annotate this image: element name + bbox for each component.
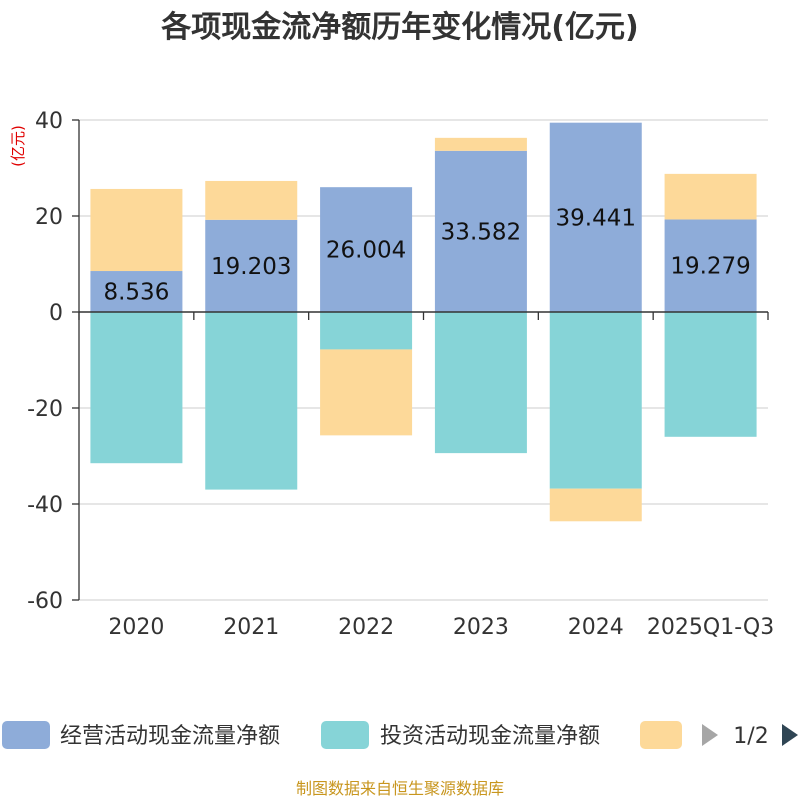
legend-swatch-operating[interactable]	[2, 721, 50, 749]
y-tick-label: -20	[27, 397, 63, 422]
legend-swatch-financing[interactable]	[640, 721, 682, 749]
y-tick-label: -60	[27, 589, 63, 614]
bar-series3-2024[interactable]	[549, 488, 642, 522]
bar-series1-2020[interactable]	[90, 271, 183, 312]
legend-next-page-icon[interactable]	[782, 724, 798, 746]
bar-series3-2021[interactable]	[205, 180, 298, 220]
axes	[72, 119, 769, 601]
data-label-2021: 19.203	[211, 254, 291, 280]
data-label-2023: 33.582	[441, 219, 521, 245]
bar-series2-2020[interactable]	[90, 312, 183, 464]
legend-label-investing[interactable]: 投资活动现金流量净额	[380, 724, 600, 749]
y-tick-label: 20	[35, 205, 63, 230]
data-label-2022: 26.004	[326, 238, 406, 264]
bar-series1-2022[interactable]	[320, 187, 413, 312]
legend-prev-page-icon[interactable]	[702, 724, 718, 746]
bar-series2-2025Q1-Q3[interactable]	[664, 312, 757, 437]
bar-series3-2020[interactable]	[90, 188, 183, 272]
data-labels: 8.536 19.203 26.004 33.582 39.441 19.279	[103, 205, 750, 305]
y-tick-label: 40	[35, 109, 63, 134]
chart-title: 各项现金流净额历年变化情况(亿元)	[160, 10, 638, 45]
bar-series1-2021[interactable]	[205, 219, 298, 312]
x-tick-label: 2021	[223, 615, 279, 640]
legend-page-indicator: 1/2	[733, 724, 768, 749]
legend-label-operating[interactable]: 经营活动现金流量净额	[60, 724, 280, 749]
bar-series1-2025Q1-Q3[interactable]	[664, 219, 757, 312]
source-note: 制图数据来自恒生聚源数据库	[296, 779, 504, 798]
x-tick-label: 2020	[108, 615, 164, 640]
data-label-2020: 8.536	[103, 280, 169, 306]
bar-series2-2023[interactable]	[434, 312, 527, 454]
y-axis-unit: (亿元)	[9, 125, 27, 167]
x-tick-label: 2023	[453, 615, 509, 640]
y-tick-label: -40	[27, 493, 63, 518]
legend-swatch-investing[interactable]	[321, 721, 369, 749]
y-tick-labels: -60 -40 -20 0 20 40	[27, 109, 63, 614]
bar-series1-2024[interactable]	[549, 122, 642, 312]
bar-series1-2023[interactable]	[434, 150, 527, 312]
bar-series2-2024[interactable]	[549, 312, 642, 489]
legend: 经营活动现金流量净额 投资活动现金流量净额 1/2	[2, 721, 798, 749]
x-tick-label: 2025Q1-Q3	[647, 615, 774, 640]
data-label-2024: 39.441	[556, 205, 636, 231]
bars	[90, 122, 757, 522]
y-tick-label: 0	[49, 301, 63, 326]
bar-series2-2021[interactable]	[205, 312, 298, 490]
bar-series3-2023[interactable]	[434, 137, 527, 151]
bar-series3-2022[interactable]	[320, 349, 413, 436]
x-tick-label: 2024	[568, 615, 624, 640]
data-label-2025Q1-Q3: 19.279	[670, 254, 750, 280]
bar-series3-2025Q1-Q3[interactable]	[664, 173, 757, 220]
bar-series2-2022[interactable]	[320, 312, 413, 350]
x-tick-labels: 2020 2021 2022 2023 2024 2025Q1-Q3	[108, 615, 774, 640]
x-tick-label: 2022	[338, 615, 394, 640]
